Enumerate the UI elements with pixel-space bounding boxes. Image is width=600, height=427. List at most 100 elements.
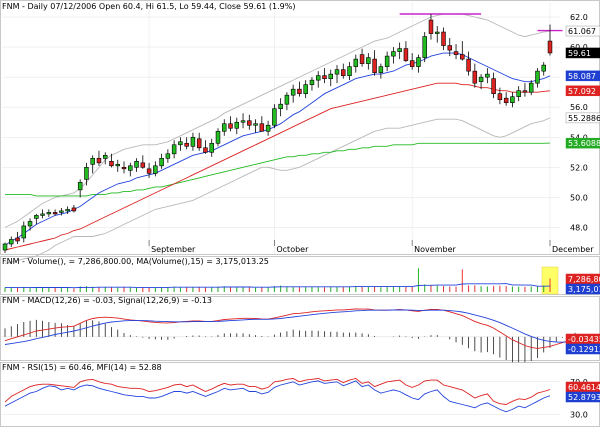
candle-body <box>341 69 346 76</box>
candle-body <box>422 36 427 58</box>
candle <box>447 38 453 57</box>
candle <box>453 44 459 60</box>
candle-body <box>328 73 333 79</box>
candle <box>109 153 114 168</box>
candle <box>528 80 534 96</box>
candle-body <box>228 123 233 129</box>
candle-body <box>102 155 108 159</box>
candle <box>409 53 415 70</box>
rsi-ytick-label: 30.0 <box>570 410 588 419</box>
candle-body <box>84 167 89 180</box>
price-ytick-label: 62.0 <box>570 13 588 22</box>
price-header: FNM - Daily 07/12/2006 Open 60.4, Hi 61.… <box>2 2 295 11</box>
candle <box>234 117 240 135</box>
ma-green-line <box>5 142 551 197</box>
candle-body <box>2 243 8 251</box>
candle <box>247 114 252 130</box>
volume-ma-tag-text: 3,175,013 <box>568 285 600 294</box>
price-tag-bg <box>565 85 600 97</box>
price-tag: 57.092 <box>565 85 600 97</box>
candle-body <box>447 45 453 51</box>
candle <box>265 120 271 136</box>
candle <box>140 155 146 169</box>
candle-body <box>71 207 77 212</box>
candle-body <box>209 142 214 153</box>
candle <box>547 24 553 56</box>
candle <box>40 209 45 219</box>
candle-body <box>347 66 352 76</box>
ma-red-line <box>4 82 551 251</box>
price-plot: 62.060.058.056.054.052.050.048.0Septembe… <box>2 2 600 264</box>
candle-body <box>416 57 421 67</box>
candle-body <box>315 75 321 81</box>
volume-tag-text: 7,286,800 <box>568 275 600 284</box>
candle-body <box>378 66 384 73</box>
candle-body <box>303 84 308 94</box>
candle <box>203 140 208 154</box>
macd-panel-frame <box>0 296 600 361</box>
price-tag-bg <box>565 25 600 37</box>
candle-body <box>535 70 540 84</box>
candle <box>297 81 302 97</box>
price-ytick-label: 48.0 <box>570 223 588 232</box>
candle-body <box>196 138 202 149</box>
candle-body <box>441 31 446 46</box>
candle-body <box>21 225 27 239</box>
candle-body <box>146 168 152 174</box>
candle <box>15 231 20 244</box>
candle-body <box>184 142 189 147</box>
candle-body <box>65 209 70 212</box>
candle <box>27 218 33 231</box>
candle-body <box>453 51 459 55</box>
candle <box>510 92 515 108</box>
month-label: December <box>552 245 594 254</box>
price-tag: 61.067 <box>565 25 600 37</box>
candle-body <box>278 103 283 110</box>
macd-line <box>4 308 576 349</box>
month-label: October <box>276 245 309 254</box>
candle-body <box>309 79 315 85</box>
candle-body <box>52 212 58 215</box>
candle <box>65 206 70 214</box>
candle-body <box>40 213 45 216</box>
candle-body <box>121 167 127 170</box>
candle <box>146 162 152 178</box>
price-tag-text: 53.6088 <box>568 139 600 148</box>
candle <box>460 41 465 61</box>
candle <box>71 204 77 213</box>
candle <box>115 159 121 172</box>
price-tag-text: 58.087 <box>568 72 596 81</box>
price-tag-text: 61.067 <box>568 27 596 36</box>
candle <box>541 62 546 76</box>
candle-body <box>322 75 327 79</box>
macd-signal-tag-bg <box>565 343 600 355</box>
rsi-header: FNM - RSI(15) = 60.46, MFI(14) = 52.88 <box>2 363 162 372</box>
candle <box>290 84 296 103</box>
candle-body <box>90 158 95 165</box>
mfi-tag: 52.8793 <box>565 391 600 403</box>
candle-body <box>247 120 252 126</box>
rsi-panel-frame <box>0 362 600 427</box>
candle <box>253 119 258 133</box>
candle-body <box>59 210 64 213</box>
candle-body <box>171 144 177 155</box>
macd-tag: -0.0343577 <box>565 333 600 345</box>
candle <box>196 132 202 151</box>
candle-body <box>46 212 52 215</box>
candle-body <box>9 239 14 245</box>
candle-body <box>115 164 121 167</box>
candle-body <box>153 165 158 174</box>
bollinger-lower-line <box>4 117 551 264</box>
price-ytick-label: 60.0 <box>570 43 588 52</box>
candle-body <box>140 162 146 168</box>
candle-body <box>253 123 258 126</box>
candle <box>121 161 127 174</box>
candle-body <box>522 90 528 93</box>
candle-body <box>159 158 164 167</box>
candle-body <box>366 57 371 64</box>
candle-body <box>222 123 227 132</box>
candle <box>46 209 52 217</box>
price-ytick-label: 56.0 <box>570 103 588 112</box>
candle <box>466 51 471 76</box>
candle-body <box>178 141 183 146</box>
